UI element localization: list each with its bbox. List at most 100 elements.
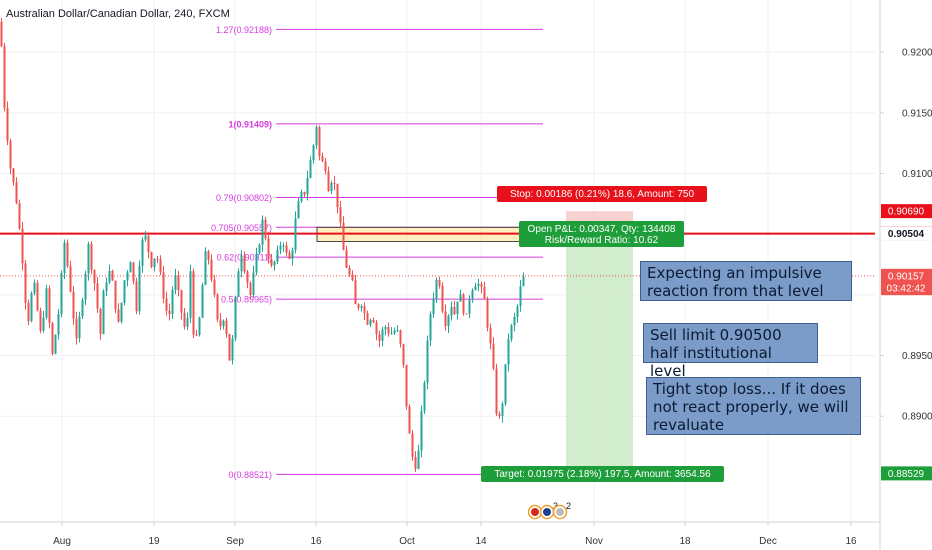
candle-body: [249, 282, 252, 295]
candle-body: [447, 315, 450, 327]
candle-body: [462, 294, 465, 314]
candle-body: [117, 309, 120, 322]
candle-body: [456, 301, 459, 315]
candle-body: [51, 322, 54, 354]
note-impulsive-text: Expecting an impulsive reaction from tha…: [647, 264, 824, 300]
candle-body: [255, 253, 258, 273]
fib-level-label: 0.705(0.90557): [211, 223, 272, 233]
candle-body: [192, 271, 195, 335]
event-icon-flag: [531, 508, 539, 516]
candle-body: [303, 192, 306, 195]
candle-body: [246, 271, 249, 283]
candle-body: [234, 296, 237, 339]
candle-body: [339, 207, 342, 223]
candle-body: [72, 291, 75, 319]
candle-body: [309, 160, 312, 178]
event-icon[interactable]: 2: [552, 501, 572, 520]
price-label-text: 03:42:42: [887, 284, 926, 295]
candle-body: [375, 322, 378, 335]
candle-body: [444, 311, 447, 327]
target-label[interactable]: Target: 0.01975 (2.18%) 197.5, Amount: 3…: [481, 466, 724, 482]
candle-body: [372, 319, 375, 323]
event-icon[interactable]: [527, 504, 543, 520]
candle-body: [348, 267, 351, 275]
candle-body: [465, 313, 468, 315]
candle-body: [63, 242, 66, 273]
candle-body: [366, 313, 369, 325]
candle-body: [360, 306, 363, 308]
candle-body: [21, 228, 24, 264]
candle-body: [495, 368, 498, 414]
candle-body: [216, 294, 219, 320]
candle-body: [450, 306, 453, 316]
candle-body: [378, 334, 381, 341]
open-pl-label[interactable]: Open P&L: 0.00347, Qty: 134408Risk/Rewar…: [519, 221, 684, 247]
candle-body: [300, 192, 303, 202]
candle-body: [219, 319, 222, 327]
candle-body: [468, 299, 471, 314]
stop-label-box[interactable]: [497, 186, 707, 202]
candle-body: [114, 280, 117, 310]
target-label-box[interactable]: [481, 466, 724, 482]
candle-body: [93, 269, 96, 284]
note-sell-limit-line2: half institutional level: [650, 344, 772, 380]
candle-body: [474, 286, 477, 291]
note-sell-limit[interactable]: Sell limit 0.90500 half institutional le…: [643, 323, 818, 380]
candle-body: [369, 319, 372, 325]
candle-body: [267, 238, 270, 260]
candle-body: [81, 300, 84, 317]
candle-body: [312, 145, 315, 161]
candle-body: [438, 279, 441, 286]
candle-body: [276, 249, 279, 262]
candle-body: [108, 270, 111, 283]
candle-body: [270, 259, 273, 266]
candle-body: [504, 364, 507, 404]
candle-body: [183, 312, 186, 327]
candle-body: [84, 273, 87, 301]
candle-body: [282, 245, 285, 247]
price-label-box: [881, 281, 932, 296]
candle-body: [144, 235, 147, 240]
candle-body: [180, 290, 183, 313]
candle-body: [120, 302, 123, 322]
time-tick-label: Nov: [585, 536, 603, 547]
candle-body: [420, 411, 423, 451]
candle-body: [426, 340, 429, 383]
candle-body: [138, 265, 141, 312]
time-axis[interactable]: Aug 19 Sep 16 Oct 14 Nov 18 Dec 16: [53, 522, 857, 547]
candle-body: [513, 316, 516, 326]
note-impulsive[interactable]: Expecting an impulsive reaction from tha…: [640, 261, 852, 301]
candle-body: [336, 183, 339, 208]
candle-body: [129, 262, 132, 273]
candle-body: [24, 263, 27, 303]
time-tick-label: Aug: [53, 536, 71, 547]
note-tight-stop[interactable]: Tight stop loss... If it does not react …: [646, 377, 861, 435]
candle-body: [171, 290, 174, 314]
candle-body: [453, 306, 456, 315]
stop-label-text: Stop: 0.00186 (0.21%) 18.6, Amount: 750: [510, 189, 694, 200]
candle-body: [48, 288, 51, 323]
candle-body: [60, 272, 63, 315]
candle-body: [441, 285, 444, 312]
stop-label[interactable]: Stop: 0.00186 (0.21%) 18.6, Amount: 750: [497, 186, 707, 202]
target-zone[interactable]: [566, 234, 633, 474]
candle-body: [252, 272, 255, 295]
time-tick-label: 16: [310, 536, 322, 547]
candle-body: [285, 245, 288, 253]
time-tick-label: 19: [148, 536, 160, 547]
candle-body: [240, 255, 243, 272]
candle-body: [459, 294, 462, 302]
candle-body: [33, 282, 36, 294]
time-tick-label: Sep: [226, 536, 244, 547]
event-icon-flag: [543, 508, 551, 516]
time-tick-label: Oct: [399, 536, 415, 547]
candle-body: [417, 450, 420, 469]
candle-body: [111, 270, 114, 281]
price-label-box: [881, 226, 932, 241]
candle-body: [156, 258, 159, 260]
open-pl-label-box[interactable]: [519, 221, 684, 247]
